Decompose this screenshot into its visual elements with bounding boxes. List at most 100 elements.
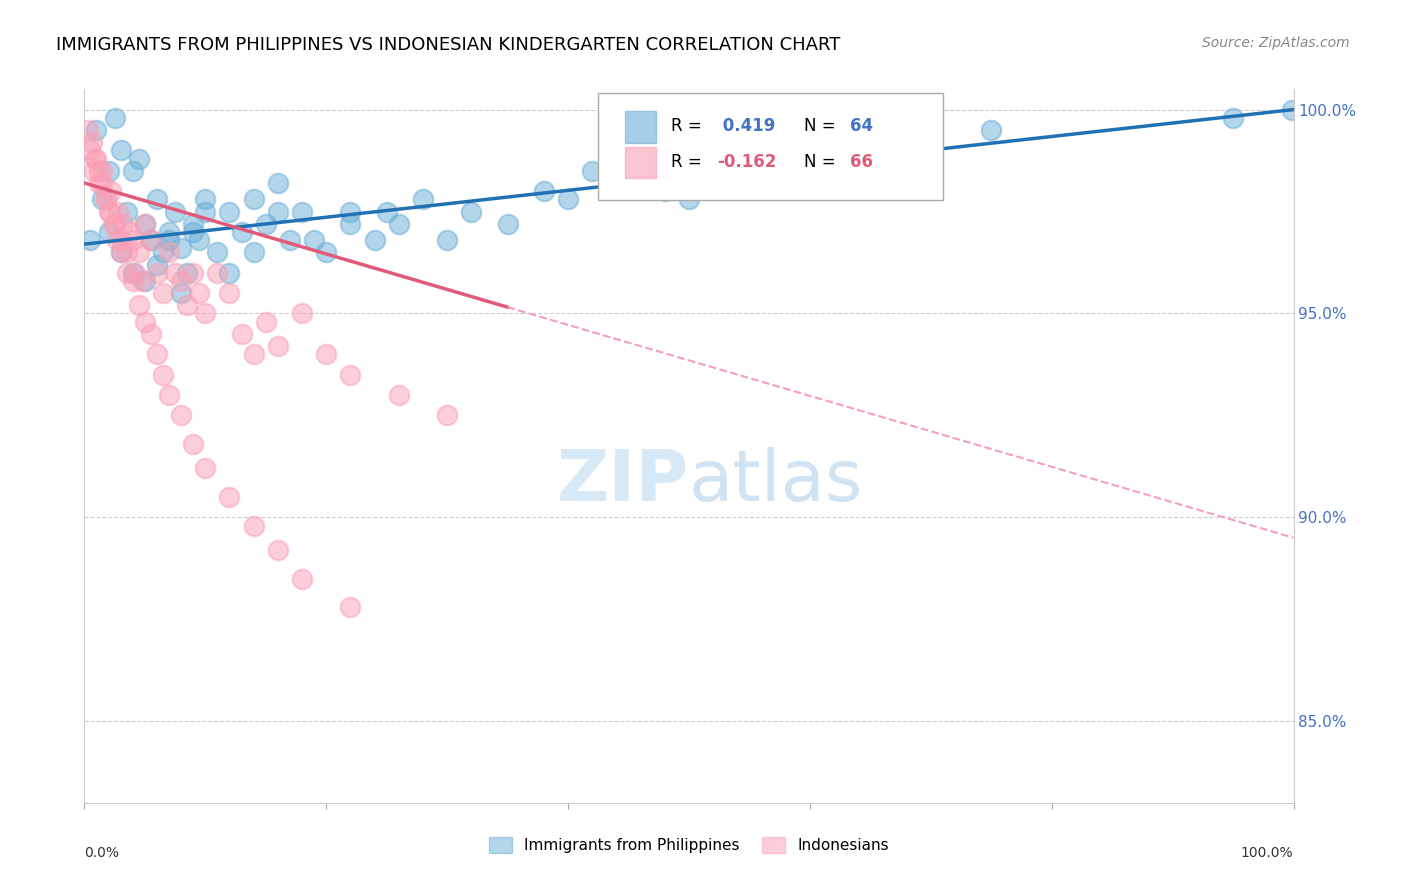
Point (799, 144, 821, 158)
Point (278, 233, 301, 247)
Point (107, 204, 129, 219)
Point (86, 152, 108, 166)
Point (1281, 103, 1303, 117)
Point (654, 184, 676, 198)
Point (110, 245, 132, 260)
Point (105, 233, 128, 247)
Point (291, 306, 314, 320)
Point (146, 347, 169, 361)
Point (267, 543, 290, 558)
Point (152, 245, 174, 260)
Text: -0.162: -0.162 (717, 153, 776, 171)
Point (84, 152, 107, 166)
Point (115, 266, 138, 280)
Point (267, 339, 290, 353)
Point (139, 233, 162, 247)
Point (920, 144, 942, 158)
Text: R =: R = (671, 118, 707, 136)
Point (80, 135, 103, 149)
Point (339, 204, 361, 219)
Point (436, 409, 458, 423)
Point (267, 176, 290, 190)
Point (110, 233, 132, 247)
Point (1222, 111, 1244, 125)
Legend: Immigrants from Philippines, Indonesians: Immigrants from Philippines, Indonesians (482, 831, 896, 859)
Point (121, 163, 143, 178)
Point (617, 144, 640, 158)
Point (363, 233, 385, 247)
Point (181, 225, 204, 239)
Point (146, 258, 169, 272)
Point (115, 245, 138, 260)
Point (218, 204, 240, 219)
Point (79, 233, 101, 247)
Point (110, 144, 132, 158)
Point (339, 217, 361, 231)
Point (79, 144, 101, 158)
Text: N =: N = (804, 153, 841, 171)
Text: ZIP: ZIP (557, 447, 689, 516)
Point (121, 274, 143, 288)
Point (207, 266, 229, 280)
Point (104, 217, 127, 231)
Point (83, 163, 105, 178)
Text: R =: R = (671, 153, 707, 171)
Point (87, 176, 110, 190)
Point (388, 388, 411, 402)
Point (100, 184, 122, 198)
Point (139, 233, 162, 247)
Point (110, 245, 132, 260)
Point (152, 368, 174, 382)
Point (302, 233, 325, 247)
Point (242, 518, 264, 533)
Point (134, 274, 156, 288)
Point (242, 347, 264, 361)
Point (188, 233, 211, 247)
Point (291, 204, 314, 219)
Text: 0.0%: 0.0% (84, 846, 120, 860)
Point (120, 225, 142, 239)
Point (242, 192, 264, 206)
Point (134, 217, 156, 231)
Point (115, 204, 138, 219)
Point (267, 204, 290, 219)
Point (170, 241, 193, 255)
Point (557, 192, 579, 206)
Point (859, 163, 882, 178)
Point (97, 163, 120, 178)
Point (176, 266, 198, 280)
Text: 66: 66 (849, 153, 873, 171)
Point (91, 163, 114, 178)
Point (181, 437, 204, 451)
Point (112, 217, 135, 231)
Text: 64: 64 (849, 118, 873, 136)
Point (460, 204, 482, 219)
Point (134, 315, 156, 329)
Point (91, 192, 114, 206)
Point (146, 192, 169, 206)
Point (97, 225, 120, 239)
Point (94, 192, 117, 206)
Point (131, 274, 153, 288)
Point (388, 217, 411, 231)
Point (77, 123, 100, 137)
Point (254, 315, 277, 329)
Text: Source: ZipAtlas.com: Source: ZipAtlas.com (1202, 36, 1350, 50)
Point (436, 233, 458, 247)
Point (194, 306, 217, 320)
Point (496, 217, 519, 231)
Point (181, 217, 204, 231)
Point (157, 245, 180, 260)
Point (170, 274, 193, 288)
Point (533, 184, 555, 198)
Point (128, 245, 150, 260)
Point (218, 286, 240, 301)
Text: atlas: atlas (689, 447, 863, 516)
Bar (624, 112, 657, 143)
Text: N =: N = (804, 118, 841, 136)
Point (218, 266, 240, 280)
Point (170, 286, 193, 301)
Point (339, 600, 361, 615)
Point (231, 225, 253, 239)
Point (738, 163, 761, 178)
